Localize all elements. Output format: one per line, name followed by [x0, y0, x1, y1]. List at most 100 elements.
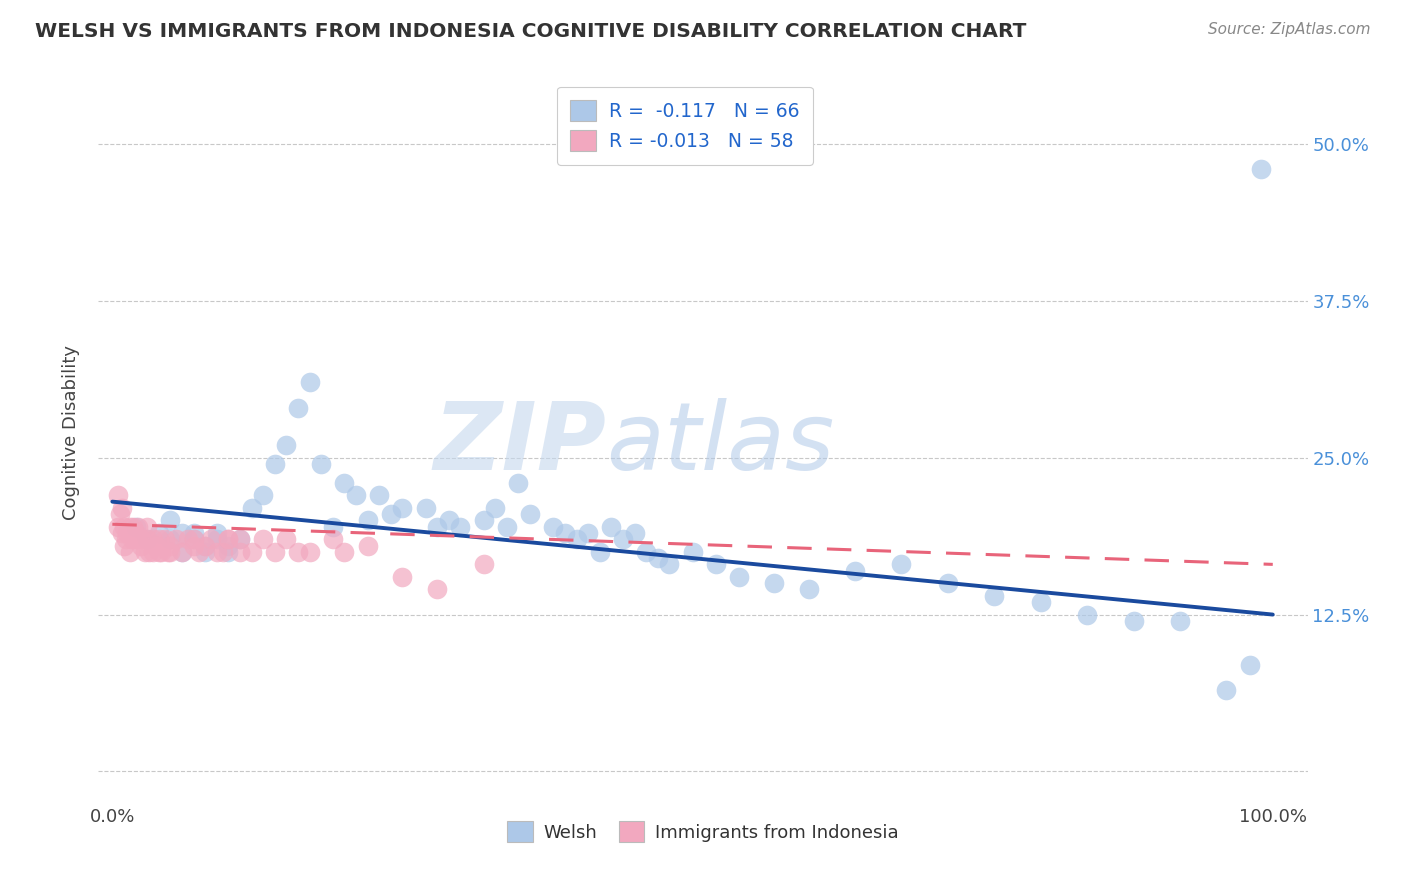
Point	[240, 545, 263, 559]
Point	[145, 539, 167, 553]
Point	[368, 488, 391, 502]
Point	[623, 526, 645, 541]
Point	[111, 500, 134, 515]
Text: Source: ZipAtlas.com: Source: ZipAtlas.com	[1208, 22, 1371, 37]
Point	[391, 570, 413, 584]
Point	[150, 545, 173, 559]
Point	[138, 545, 160, 559]
Point	[112, 539, 135, 553]
Point	[115, 533, 138, 547]
Point	[762, 576, 785, 591]
Point	[217, 533, 239, 547]
Point	[263, 457, 285, 471]
Point	[194, 545, 217, 559]
Point	[890, 558, 912, 572]
Text: WELSH VS IMMIGRANTS FROM INDONESIA COGNITIVE DISABILITY CORRELATION CHART: WELSH VS IMMIGRANTS FROM INDONESIA COGNI…	[35, 22, 1026, 41]
Point	[450, 520, 472, 534]
Point	[111, 526, 134, 541]
Point	[107, 520, 129, 534]
Point	[391, 500, 413, 515]
Point	[148, 533, 170, 547]
Point	[415, 500, 437, 515]
Point	[647, 551, 669, 566]
Point	[936, 576, 959, 591]
Text: atlas: atlas	[606, 398, 835, 489]
Point	[127, 520, 149, 534]
Point	[124, 526, 146, 541]
Point	[252, 488, 274, 502]
Point	[194, 539, 217, 553]
Point	[426, 582, 449, 597]
Point	[426, 520, 449, 534]
Point	[211, 545, 233, 559]
Point	[148, 526, 170, 541]
Point	[576, 526, 599, 541]
Point	[142, 545, 165, 559]
Point	[183, 533, 205, 547]
Point	[636, 545, 658, 559]
Point	[142, 533, 165, 547]
Point	[356, 513, 378, 527]
Legend: Welsh, Immigrants from Indonesia: Welsh, Immigrants from Indonesia	[501, 814, 905, 849]
Point	[704, 558, 727, 572]
Point	[543, 520, 565, 534]
Point	[322, 520, 344, 534]
Point	[112, 520, 135, 534]
Point	[136, 533, 159, 547]
Point	[117, 526, 139, 541]
Point	[170, 545, 193, 559]
Point	[229, 533, 252, 547]
Point	[205, 526, 228, 541]
Point	[472, 558, 495, 572]
Point	[472, 513, 495, 527]
Point	[1168, 614, 1191, 628]
Point	[728, 570, 751, 584]
Point	[1076, 607, 1098, 622]
Point	[263, 545, 285, 559]
Point	[107, 488, 129, 502]
Point	[159, 533, 181, 547]
Point	[217, 533, 239, 547]
Point	[165, 533, 187, 547]
Point	[612, 533, 634, 547]
Point	[118, 545, 141, 559]
Point	[600, 520, 623, 534]
Point	[252, 533, 274, 547]
Point	[589, 545, 612, 559]
Point	[217, 539, 239, 553]
Point	[136, 520, 159, 534]
Point	[118, 520, 141, 534]
Point	[682, 545, 704, 559]
Point	[159, 513, 181, 527]
Point	[159, 545, 181, 559]
Point	[159, 539, 181, 553]
Point	[122, 520, 145, 534]
Point	[200, 533, 222, 547]
Point	[183, 533, 205, 547]
Point	[1122, 614, 1144, 628]
Text: ZIP: ZIP	[433, 398, 606, 490]
Point	[217, 545, 239, 559]
Point	[134, 545, 156, 559]
Point	[183, 526, 205, 541]
Point	[229, 545, 252, 559]
Point	[565, 533, 588, 547]
Point	[157, 545, 180, 559]
Point	[554, 526, 576, 541]
Point	[356, 539, 378, 553]
Point	[183, 539, 205, 553]
Point	[148, 545, 170, 559]
Point	[287, 401, 309, 415]
Point	[205, 545, 228, 559]
Point	[110, 507, 132, 521]
Point	[298, 545, 321, 559]
Point	[298, 376, 321, 390]
Point	[484, 500, 506, 515]
Point	[983, 589, 1005, 603]
Point	[177, 533, 200, 547]
Point	[229, 533, 252, 547]
Point	[131, 533, 153, 547]
Point	[1250, 162, 1272, 177]
Point	[508, 475, 530, 490]
Y-axis label: Cognitive Disability: Cognitive Disability	[62, 345, 80, 520]
